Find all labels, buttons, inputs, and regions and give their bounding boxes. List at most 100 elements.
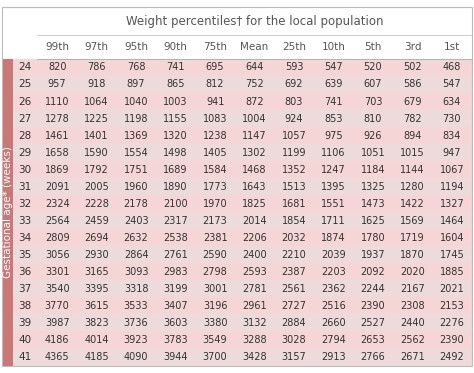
Bar xyxy=(353,314,392,332)
Bar xyxy=(274,212,314,229)
Text: 30: 30 xyxy=(18,164,32,175)
Text: 1106: 1106 xyxy=(321,148,346,158)
Bar xyxy=(156,178,195,195)
Bar xyxy=(235,59,274,76)
Text: 1825: 1825 xyxy=(242,199,267,209)
Bar xyxy=(117,263,156,280)
Text: 40: 40 xyxy=(18,335,32,345)
Bar xyxy=(353,93,392,110)
Text: 1184: 1184 xyxy=(361,164,385,175)
Text: 4365: 4365 xyxy=(45,352,70,362)
Bar xyxy=(274,280,314,297)
Bar xyxy=(195,246,235,263)
Bar xyxy=(392,178,432,195)
Text: 2794: 2794 xyxy=(321,335,346,345)
Text: 2562: 2562 xyxy=(400,335,425,345)
Bar xyxy=(156,280,195,297)
Text: 2671: 2671 xyxy=(400,352,425,362)
Text: 3001: 3001 xyxy=(203,284,228,294)
Text: 1144: 1144 xyxy=(400,164,425,175)
Text: 1225: 1225 xyxy=(84,113,109,123)
Text: 3549: 3549 xyxy=(203,335,228,345)
Text: 2727: 2727 xyxy=(282,301,307,311)
Text: 31: 31 xyxy=(18,182,32,192)
Bar xyxy=(195,229,235,246)
Bar xyxy=(392,59,432,76)
Bar xyxy=(195,127,235,144)
Bar xyxy=(235,332,274,348)
Bar xyxy=(392,229,432,246)
Text: 1937: 1937 xyxy=(361,250,385,260)
Bar xyxy=(156,212,195,229)
Text: 586: 586 xyxy=(403,79,422,90)
Bar xyxy=(353,280,392,297)
Text: 32: 32 xyxy=(18,199,32,209)
Bar xyxy=(13,93,37,110)
Bar xyxy=(13,76,37,93)
Text: 3301: 3301 xyxy=(45,267,69,277)
Text: 3028: 3028 xyxy=(282,335,306,345)
Bar xyxy=(353,59,392,76)
Bar xyxy=(314,76,353,93)
Text: 97th: 97th xyxy=(85,42,109,52)
Bar xyxy=(77,246,117,263)
Text: 1461: 1461 xyxy=(45,131,69,141)
Bar xyxy=(13,144,37,161)
Text: 2381: 2381 xyxy=(203,233,228,243)
Text: 27: 27 xyxy=(18,113,32,123)
Text: 1498: 1498 xyxy=(164,148,188,158)
Text: 37: 37 xyxy=(18,284,32,294)
Bar xyxy=(195,348,235,366)
Bar xyxy=(195,110,235,127)
Text: 1st: 1st xyxy=(444,42,460,52)
Bar xyxy=(117,76,156,93)
Text: 1405: 1405 xyxy=(203,148,228,158)
Bar xyxy=(235,314,274,332)
Text: 3770: 3770 xyxy=(45,301,70,311)
Bar xyxy=(195,280,235,297)
Text: 33: 33 xyxy=(18,216,32,226)
Text: 3700: 3700 xyxy=(203,352,228,362)
Text: 2961: 2961 xyxy=(242,301,267,311)
Text: 1015: 1015 xyxy=(400,148,425,158)
Text: 593: 593 xyxy=(285,62,303,72)
Text: 3540: 3540 xyxy=(45,284,70,294)
Bar xyxy=(156,76,195,93)
Bar xyxy=(37,297,77,314)
Text: 2178: 2178 xyxy=(124,199,148,209)
Text: 2362: 2362 xyxy=(321,284,346,294)
Bar xyxy=(195,195,235,212)
Bar xyxy=(117,144,156,161)
Bar xyxy=(156,161,195,178)
Bar xyxy=(314,314,353,332)
Text: 872: 872 xyxy=(245,97,264,107)
Text: 1004: 1004 xyxy=(242,113,267,123)
Bar xyxy=(314,161,353,178)
Bar xyxy=(432,297,472,314)
Bar xyxy=(392,263,432,280)
Bar xyxy=(117,178,156,195)
Text: 2593: 2593 xyxy=(242,267,267,277)
Bar xyxy=(77,178,117,195)
Bar xyxy=(195,144,235,161)
Bar xyxy=(274,195,314,212)
Bar xyxy=(235,144,274,161)
Bar xyxy=(235,93,274,110)
Bar xyxy=(353,348,392,366)
Text: 3615: 3615 xyxy=(84,301,109,311)
Bar xyxy=(77,195,117,212)
Text: 957: 957 xyxy=(48,79,66,90)
Text: 39: 39 xyxy=(18,318,32,328)
Bar xyxy=(314,59,353,76)
Bar xyxy=(77,212,117,229)
Bar xyxy=(432,178,472,195)
Text: 2766: 2766 xyxy=(361,352,385,362)
Bar xyxy=(432,76,472,93)
Text: 1083: 1083 xyxy=(203,113,228,123)
Bar xyxy=(353,246,392,263)
Bar xyxy=(13,195,37,212)
Bar xyxy=(274,76,314,93)
Text: 803: 803 xyxy=(285,97,303,107)
Bar xyxy=(156,93,195,110)
Text: 35: 35 xyxy=(18,250,32,260)
